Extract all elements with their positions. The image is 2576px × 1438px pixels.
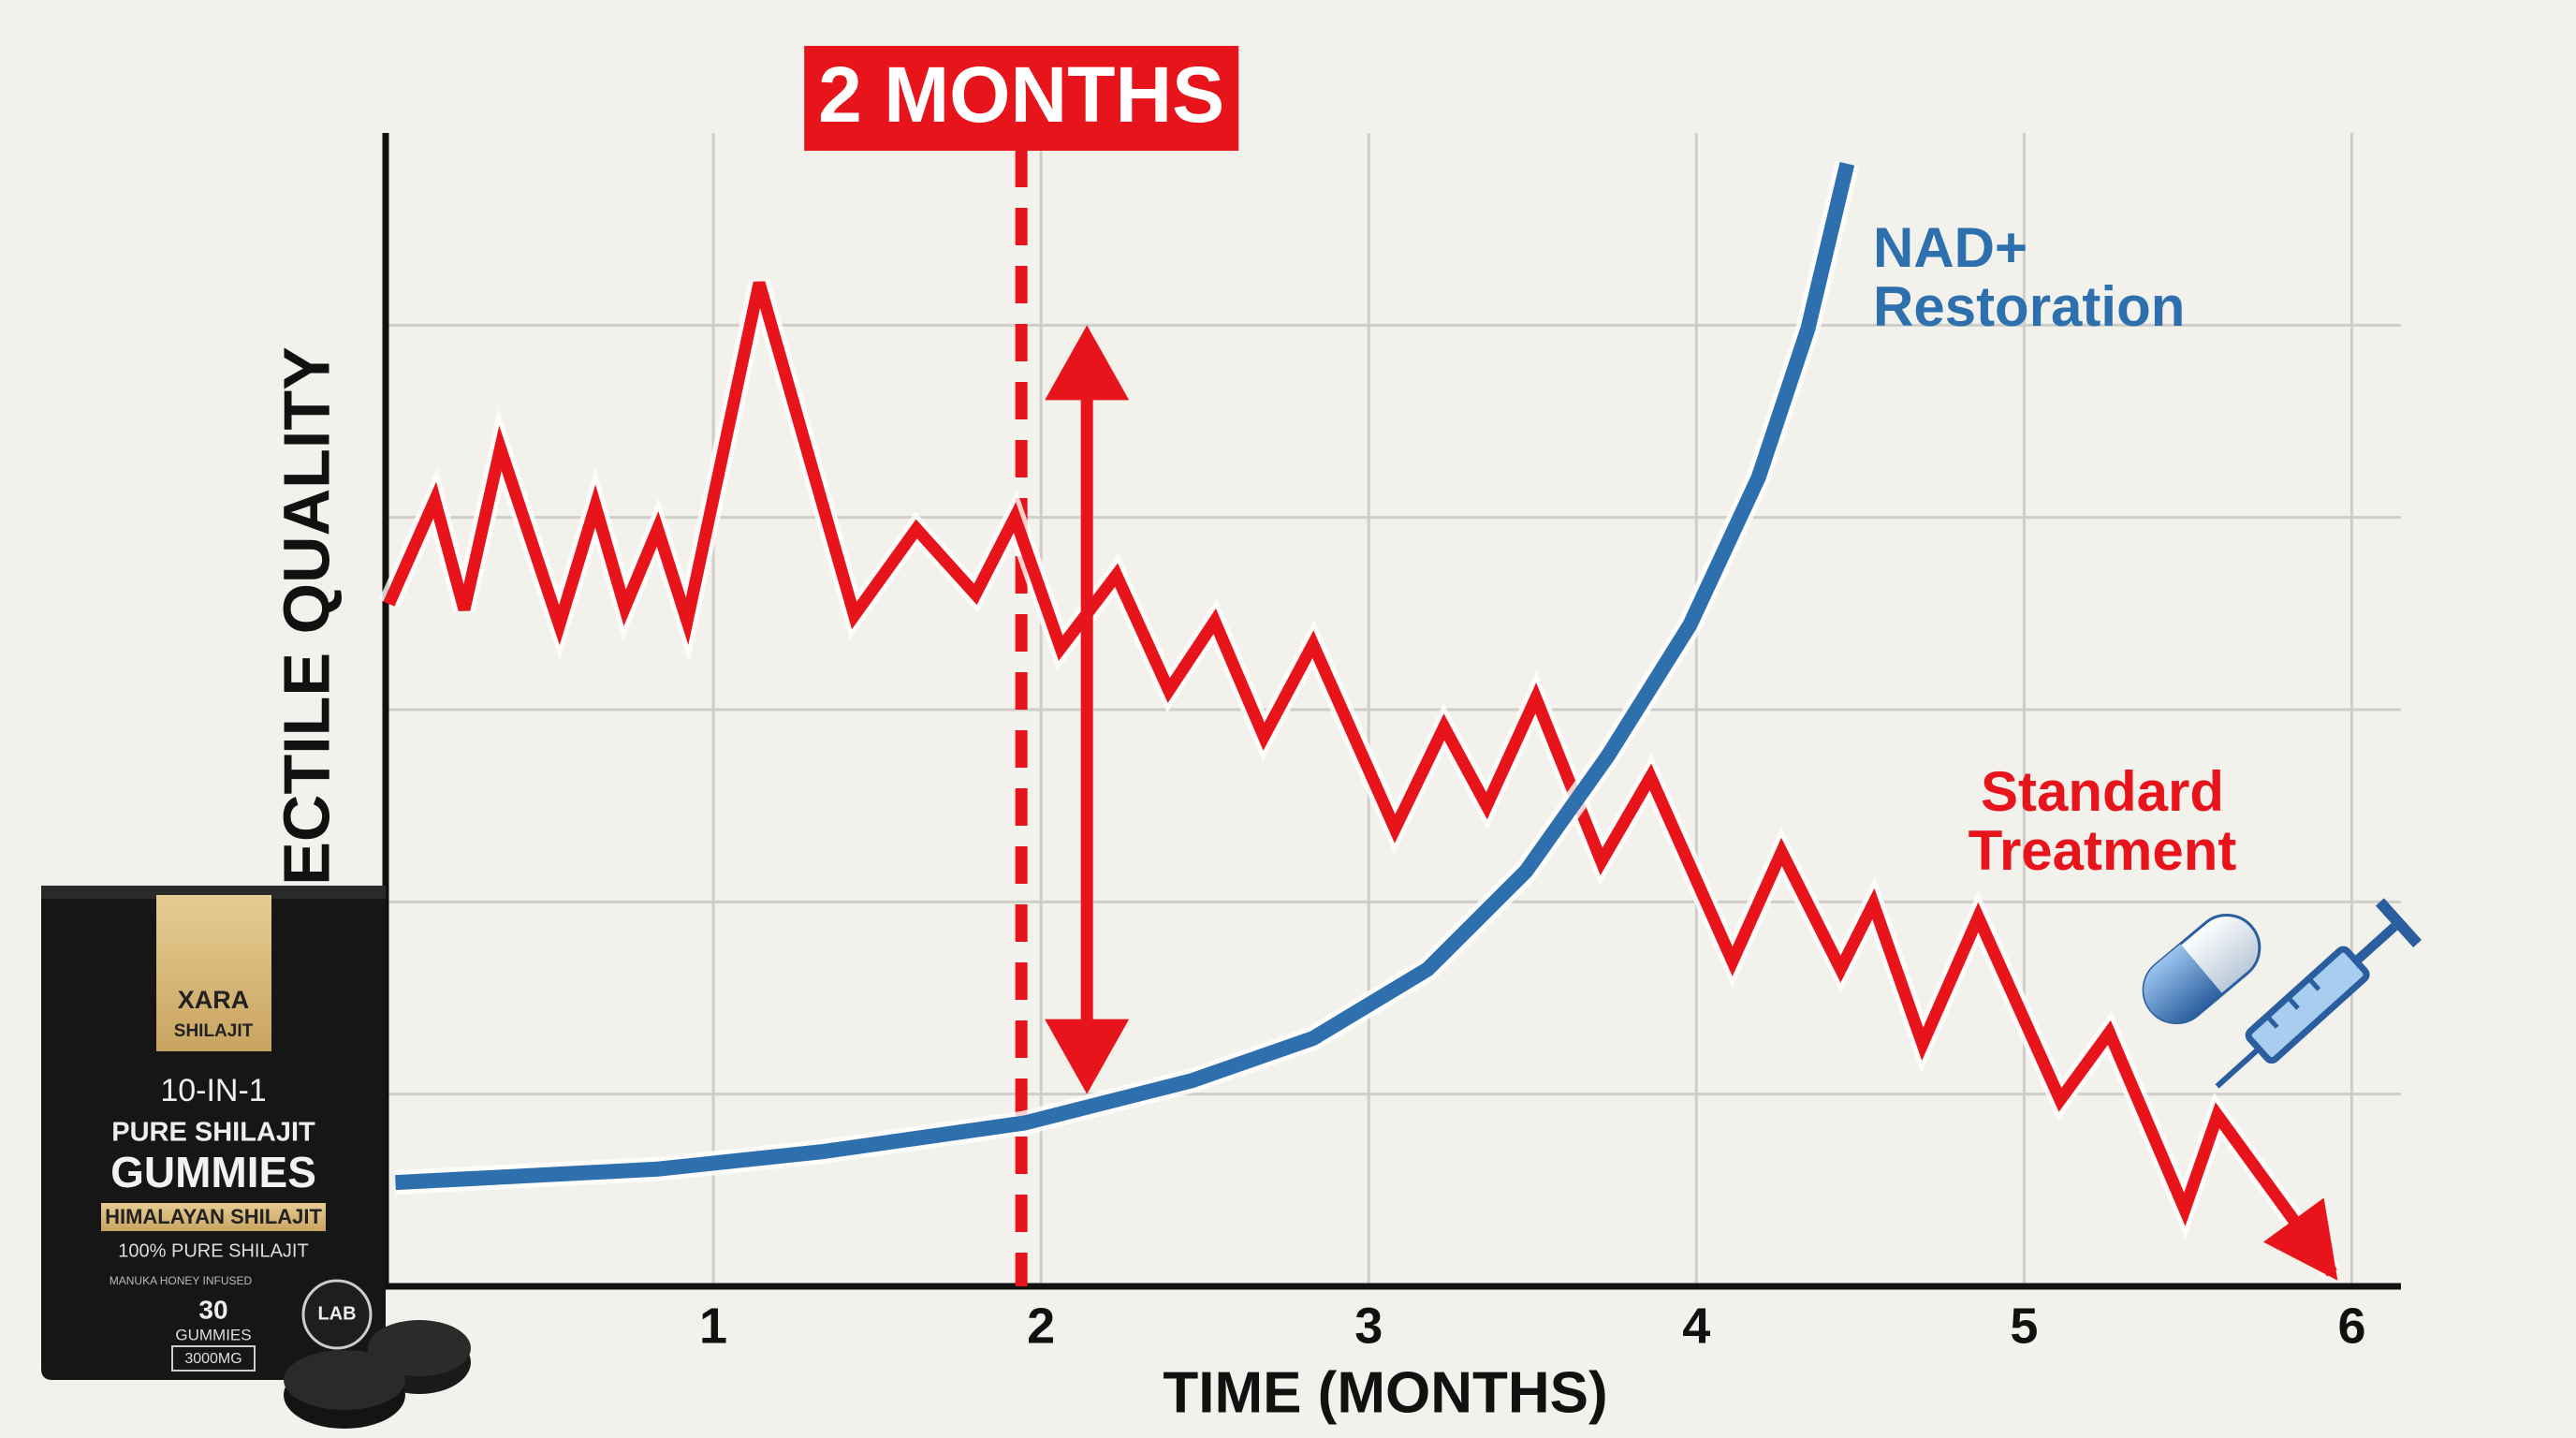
x-axis-title: TIME (MONTHS) [1163, 1360, 1607, 1425]
x-tick-label: 5 [2010, 1298, 2038, 1354]
series-line [395, 162, 1855, 1191]
product-purity: 100% PURE SHILAJIT [118, 1240, 308, 1261]
arrowhead [2262, 1197, 2338, 1281]
product-badge: LAB [317, 1303, 356, 1324]
product-name: GUMMIES [110, 1148, 316, 1196]
legend-label: NAD+ Restoration [1873, 216, 2186, 338]
x-tick-label: 2 [1027, 1298, 1055, 1354]
grid [382, 133, 2401, 1290]
series-line [383, 281, 2337, 1277]
legend-label: Standard Treatment [1968, 760, 2237, 882]
product-line: PURE SHILAJIT [111, 1118, 315, 1148]
product-note: MANUKA HONEY INFUSED [110, 1274, 253, 1287]
x-tick-label: 6 [2337, 1298, 2365, 1354]
gummies [284, 1320, 471, 1429]
x-tick-label: 4 [1682, 1298, 1710, 1354]
plot [378, 150, 2341, 1286]
marker-label: 2 MONTHS [818, 51, 1224, 139]
range-arrowhead [1045, 1019, 1130, 1094]
marker-box [804, 46, 1239, 151]
brand-sub: SHILAJIT [174, 1021, 254, 1041]
product-band: HIMALAYAN SHILAJIT [105, 1205, 322, 1228]
range-arrowhead [1045, 325, 1130, 401]
x-tick-label: 1 [699, 1298, 727, 1354]
brand: XARA [178, 986, 250, 1014]
product-package: XARA SHILAJIT 10-IN-1 PURE SHILAJIT GUMM… [41, 886, 471, 1429]
product-line: 10-IN-1 [160, 1073, 266, 1108]
product-count: 30 [198, 1295, 227, 1324]
product-count-label: GUMMIES [175, 1326, 251, 1343]
product-dose: 3000MG [184, 1351, 242, 1367]
y-axis-title: ECTILE QUALITY [270, 346, 343, 886]
syringe-icon [2215, 898, 2422, 1089]
x-tick-label: 3 [1354, 1298, 1383, 1354]
pill-icon [2142, 914, 2261, 1024]
